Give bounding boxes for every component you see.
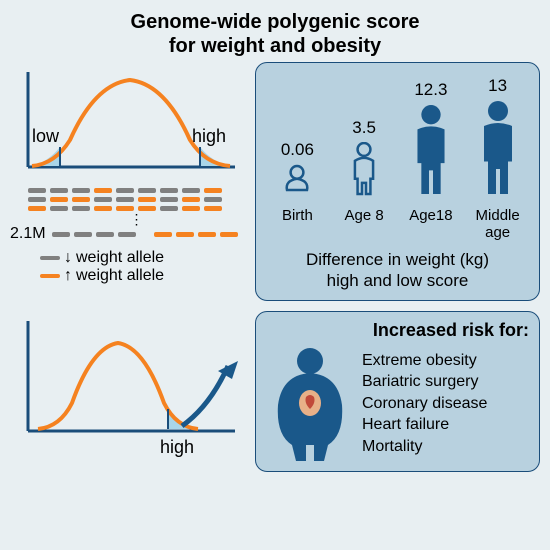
person-col: 0.06 xyxy=(265,140,329,203)
ellipsis-icon: ⋮ xyxy=(28,215,245,223)
legend-up-row: ↑ weight allele xyxy=(40,267,245,285)
gray-dash-icon xyxy=(40,256,60,260)
seg xyxy=(198,232,216,237)
person-value: 13 xyxy=(488,76,507,96)
person-icon xyxy=(407,104,455,203)
gray-seg xyxy=(28,197,46,202)
risk-title: Increased risk for: xyxy=(266,320,529,341)
person-value: 0.06 xyxy=(281,140,314,160)
gray-seg xyxy=(204,197,222,202)
gray-seg xyxy=(160,197,178,202)
person-col: 13 xyxy=(466,76,530,203)
age-label: Age18 xyxy=(399,207,463,241)
person-icon xyxy=(340,142,388,203)
allele-legend: ↓ weight allele ↑ weight allele xyxy=(10,249,245,285)
high-label-2: high xyxy=(160,437,194,457)
risk-item: Mortality xyxy=(362,436,487,458)
person-col: 12.3 xyxy=(399,80,463,203)
risk-panel: Increased risk for: Extreme obesityBaria… xyxy=(255,311,540,472)
top-row: low high ⋮ 2.1M ↓ weight allele ↑ weight… xyxy=(0,62,550,301)
seg xyxy=(74,232,92,237)
legend-up-text: weight allele xyxy=(76,267,164,285)
orange-seg xyxy=(182,197,200,202)
orange-seg xyxy=(94,206,112,211)
orange-dash-icon xyxy=(40,274,60,278)
seg xyxy=(154,232,172,237)
weight-caption: Difference in weight (kg) high and low s… xyxy=(264,249,531,292)
age-label: Birth xyxy=(265,207,329,241)
person-icon xyxy=(474,100,522,203)
gray-seg xyxy=(182,188,200,193)
gray-seg xyxy=(72,206,90,211)
gray-seg xyxy=(50,188,68,193)
seg xyxy=(220,232,238,237)
gray-seg xyxy=(50,206,68,211)
obese-person-icon xyxy=(266,345,354,463)
down-arrow-icon: ↓ xyxy=(64,249,72,267)
bottom-row: high Increased risk for: Extreme obesity… xyxy=(0,301,550,476)
distribution-curve: low high xyxy=(10,62,245,182)
seg xyxy=(176,232,194,237)
gray-seg xyxy=(160,206,178,211)
orange-seg xyxy=(72,197,90,202)
genome-rows: ⋮ xyxy=(10,188,245,223)
orange-seg xyxy=(50,197,68,202)
gray-seg xyxy=(94,197,112,202)
risk-item: Coronary disease xyxy=(362,393,487,415)
risk-item: Heart failure xyxy=(362,414,487,436)
orange-seg xyxy=(28,206,46,211)
main-title: Genome-wide polygenic score for weight a… xyxy=(0,0,550,62)
high-label: high xyxy=(192,126,226,146)
distribution2-panel: high xyxy=(10,311,245,476)
age-label: Middle age xyxy=(466,207,530,241)
orange-seg xyxy=(204,188,222,193)
orange-seg xyxy=(94,188,112,193)
seg xyxy=(52,232,70,237)
orange-seg xyxy=(204,206,222,211)
age-label: Age 8 xyxy=(332,207,396,241)
distribution2-curve: high xyxy=(10,311,245,471)
distribution-panel: low high ⋮ 2.1M ↓ weight allele ↑ weight… xyxy=(10,62,245,285)
gray-seg xyxy=(28,188,46,193)
gray-seg xyxy=(72,188,90,193)
seg xyxy=(96,232,114,237)
gray-seg xyxy=(160,188,178,193)
title-line2: for weight and obesity xyxy=(169,35,381,57)
variant-count: 2.1M xyxy=(10,225,46,243)
risk-item: Bariatric surgery xyxy=(362,371,487,393)
legend-down-row: ↓ weight allele xyxy=(40,249,245,267)
legend-down-text: weight allele xyxy=(76,249,164,267)
person-icon xyxy=(273,164,321,203)
age-labels-row: BirthAge 8Age18Middle age xyxy=(264,207,531,241)
people-row: 0.06 3.5 12.3 13 xyxy=(264,73,531,203)
seg xyxy=(140,232,150,237)
person-value: 3.5 xyxy=(352,118,376,138)
weight-difference-panel: 0.06 3.5 12.3 13 BirthAge 8Age18Middle a… xyxy=(255,62,540,301)
variant-count-row: 2.1M xyxy=(10,225,245,243)
gray-seg xyxy=(138,188,156,193)
orange-seg xyxy=(182,206,200,211)
up-arrow-icon: ↑ xyxy=(64,267,72,285)
low-label: low xyxy=(32,126,60,146)
orange-seg xyxy=(138,197,156,202)
person-col: 3.5 xyxy=(332,118,396,203)
risk-list: Extreme obesityBariatric surgeryCoronary… xyxy=(362,350,487,458)
gray-seg xyxy=(116,197,134,202)
risk-item: Extreme obesity xyxy=(362,350,487,372)
genome-row xyxy=(28,188,245,193)
title-line1: Genome-wide polygenic score xyxy=(131,11,420,33)
gray-seg xyxy=(116,188,134,193)
person-value: 12.3 xyxy=(414,80,447,100)
seg xyxy=(118,232,136,237)
genome-row xyxy=(28,197,245,202)
